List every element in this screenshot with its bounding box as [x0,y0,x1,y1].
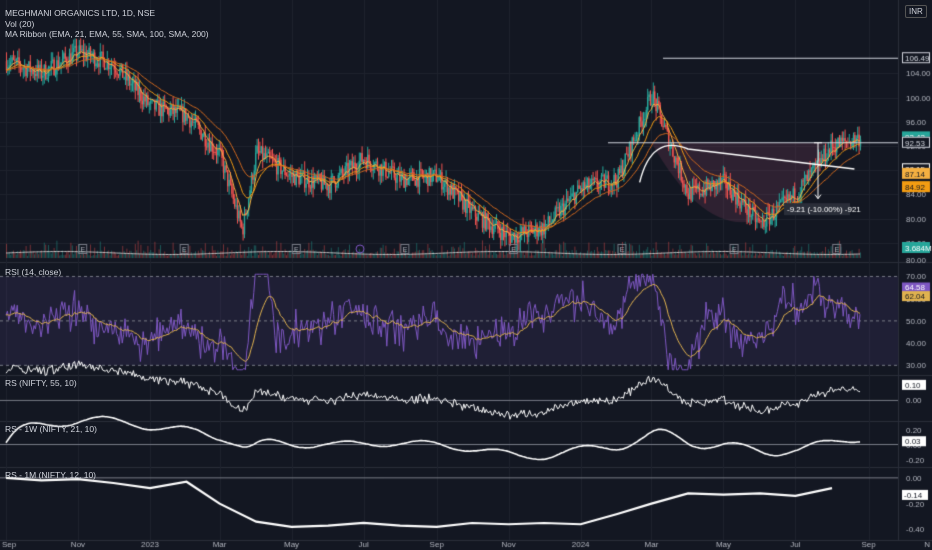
rs1-title: RS (NIFTY, 55, 10) [5,378,77,388]
rsi-title: RSI (14, close) [5,267,62,277]
rs2-title: RS - 1W (NIFTY, 21, 10) [5,424,97,434]
ma-ribbon-title: MA Ribbon (EMA, 21, EMA, 55, SMA, 100, S… [5,29,209,39]
symbol-title: MEGHMANI ORGANICS LTD, 1D, NSE [5,8,156,18]
rs3-title: RS - 1M (NIFTY, 12, 10) [5,470,97,480]
volume-indicator-title: Vol (20) [5,19,35,29]
currency-button[interactable]: INR [905,5,927,18]
